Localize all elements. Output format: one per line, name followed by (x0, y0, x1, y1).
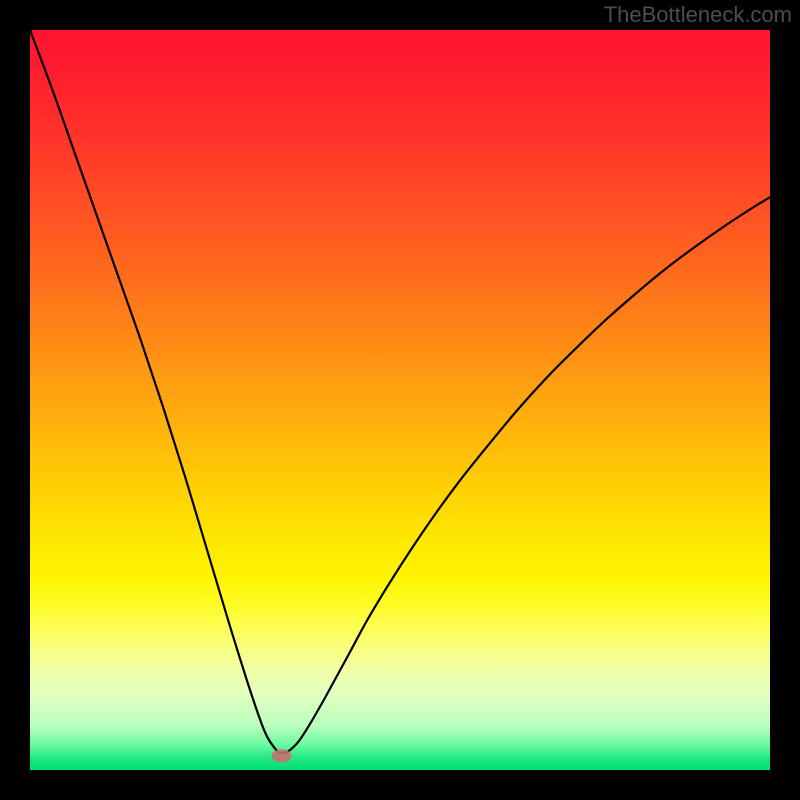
optimal-point-marker (272, 749, 292, 762)
watermark-text: TheBottleneck.com (604, 2, 792, 28)
chart-frame: TheBottleneck.com (0, 0, 800, 800)
bottleneck-curve-chart (0, 0, 800, 800)
plot-background (30, 30, 770, 770)
